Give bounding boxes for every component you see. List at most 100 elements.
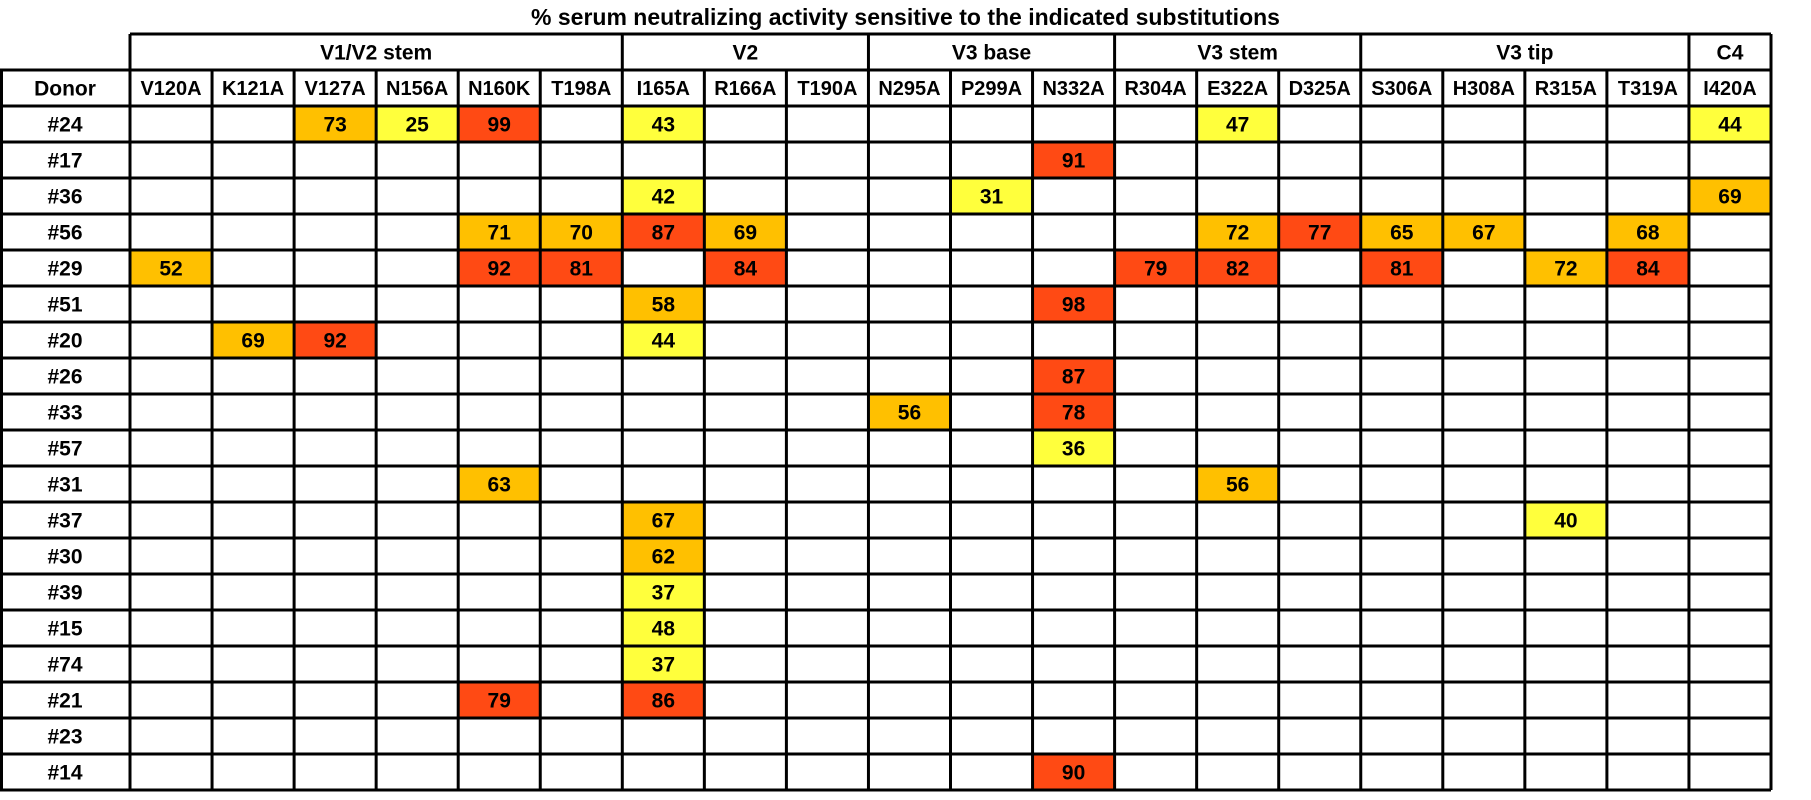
- heatmap-cell: [704, 214, 787, 250]
- cell-value: 77: [1308, 222, 1331, 245]
- heatmap-cell: [458, 250, 541, 286]
- heatmap-cell: [1032, 430, 1115, 466]
- cell-value: 92: [488, 258, 511, 281]
- column-label: N160K: [468, 78, 531, 100]
- heatmap-cell: [1360, 250, 1443, 286]
- cell-value: 69: [241, 330, 264, 353]
- column-label: T319A: [1618, 78, 1678, 100]
- row-label: #36: [47, 186, 82, 209]
- heatmap-cell: [704, 250, 787, 286]
- row-label: #39: [47, 582, 82, 605]
- column-label: R166A: [714, 78, 776, 100]
- column-label: N295A: [878, 78, 940, 100]
- heatmap-cell: [622, 538, 705, 574]
- row-label: #29: [47, 258, 82, 281]
- group-label: V3 base: [952, 42, 1031, 65]
- cell-value: 37: [652, 654, 675, 677]
- cell-value: 71: [488, 222, 512, 245]
- heatmap-cell: [1196, 214, 1279, 250]
- heatmap-cell: [1278, 214, 1361, 250]
- column-label: I165A: [637, 78, 690, 100]
- chart-title: % serum neutralizing activity sensitive …: [531, 4, 1280, 30]
- row-label: #74: [47, 654, 82, 677]
- row-label: #51: [47, 294, 82, 317]
- cell-value: 87: [652, 222, 675, 245]
- cell-value: 79: [1144, 258, 1167, 281]
- column-label: N332A: [1042, 78, 1104, 100]
- heatmap-cell: [1196, 250, 1279, 286]
- heatmap-cell: [1032, 394, 1115, 430]
- column-label: S306A: [1371, 78, 1432, 100]
- row-label: #31: [47, 474, 82, 497]
- cell-value: 69: [734, 222, 757, 245]
- cell-value: 42: [652, 186, 675, 209]
- column-label: T190A: [797, 78, 857, 100]
- heatmap-cell: [622, 574, 705, 610]
- cell-value: 48: [652, 618, 676, 641]
- cell-value: 56: [1226, 474, 1249, 497]
- group-label: V2: [733, 42, 759, 65]
- column-label: K121A: [222, 78, 284, 100]
- column-label: N156A: [386, 78, 448, 100]
- heatmap-cell: [1032, 754, 1115, 790]
- column-label: E322A: [1207, 78, 1268, 100]
- row-label: #21: [47, 690, 82, 713]
- cell-value: 69: [1718, 186, 1741, 209]
- column-label: I420A: [1703, 78, 1756, 100]
- cell-value: 79: [488, 690, 511, 713]
- cell-value: 67: [652, 510, 675, 533]
- cell-value: 36: [1062, 438, 1085, 461]
- heatmap-cell: [376, 106, 459, 142]
- cell-value: 84: [1636, 258, 1660, 281]
- heatmap-cell: [1114, 250, 1197, 286]
- column-label: R304A: [1124, 78, 1186, 100]
- row-label: #23: [47, 726, 82, 749]
- cell-value: 40: [1554, 510, 1577, 533]
- heatmap-cell: [212, 322, 295, 358]
- cell-value: 58: [652, 294, 676, 317]
- cell-value: 70: [570, 222, 593, 245]
- heatmap-cell: [1524, 250, 1607, 286]
- cell-value: 68: [1636, 222, 1660, 245]
- row-header-label: Donor: [34, 78, 96, 101]
- cell-value: 43: [652, 114, 675, 137]
- row-label: #15: [47, 618, 82, 641]
- cell-value: 25: [405, 114, 429, 137]
- heatmap-cell: [458, 466, 541, 502]
- group-label: V3 stem: [1197, 42, 1278, 65]
- heatmap-cell: [622, 106, 705, 142]
- heatmap-cell: [1688, 178, 1771, 214]
- row-label: #14: [47, 762, 82, 785]
- heatmap-cell: [622, 214, 705, 250]
- cell-value: 87: [1062, 366, 1085, 389]
- cell-value: 63: [488, 474, 511, 497]
- heatmap-cell: [1688, 106, 1771, 142]
- cell-value: 47: [1226, 114, 1249, 137]
- row-label: #56: [47, 222, 82, 245]
- heatmap-cell: [294, 106, 377, 142]
- heatmap-cell: [1032, 142, 1115, 178]
- heatmap-cell: [458, 106, 541, 142]
- heatmap-cell: [1196, 106, 1279, 142]
- cell-value: 98: [1062, 294, 1086, 317]
- cell-value: 62: [652, 546, 675, 569]
- column-label: T198A: [551, 78, 611, 100]
- row-label: #57: [47, 438, 82, 461]
- heatmap-cell: [622, 322, 705, 358]
- heatmap-cell: [950, 178, 1033, 214]
- heatmap-cell: [1442, 214, 1525, 250]
- heatmap-cell: [1032, 286, 1115, 322]
- cell-value: 73: [323, 114, 346, 137]
- heatmap-cell: [1196, 466, 1279, 502]
- heatmap-cell: [1606, 214, 1689, 250]
- cell-value: 56: [898, 402, 921, 425]
- cell-value: 72: [1554, 258, 1577, 281]
- heatmap-cell: [1032, 358, 1115, 394]
- cell-value: 90: [1062, 762, 1085, 785]
- column-label: P299A: [961, 78, 1022, 100]
- heatmap-cell: [622, 502, 705, 538]
- cell-value: 72: [1226, 222, 1249, 245]
- heatmap-cell: [1524, 502, 1607, 538]
- cell-value: 52: [159, 258, 182, 281]
